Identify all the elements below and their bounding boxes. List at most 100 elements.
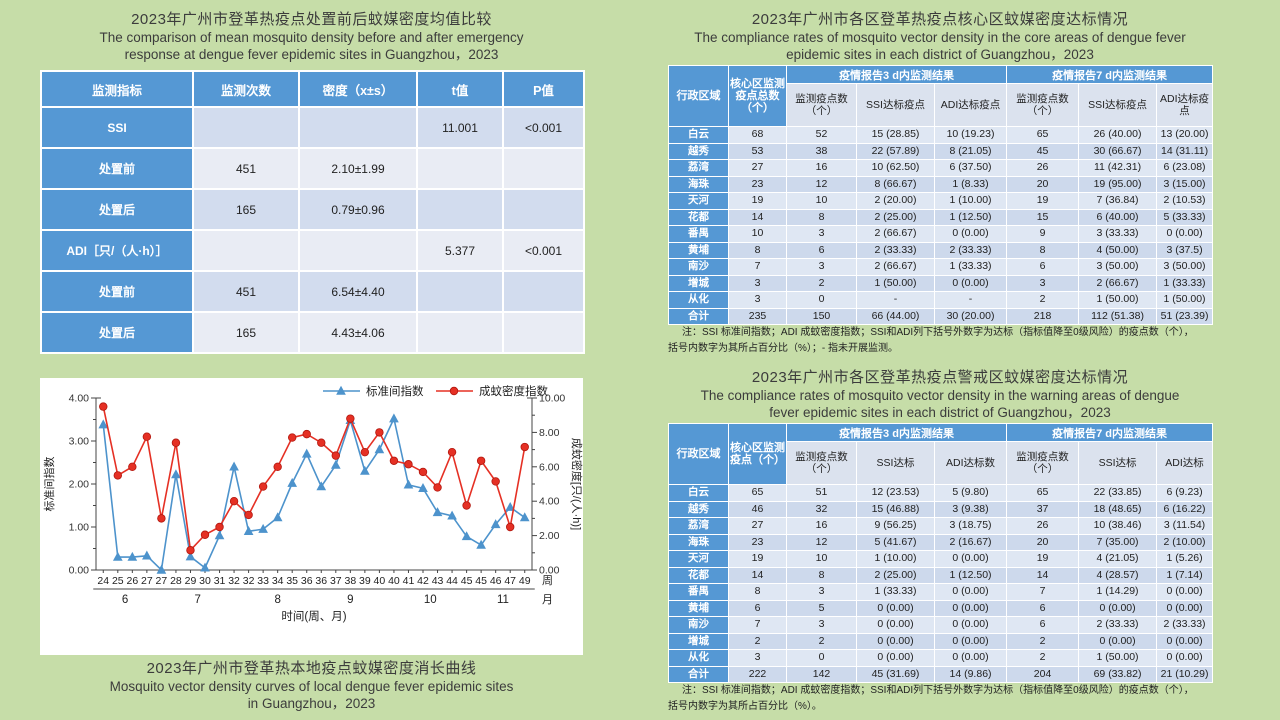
value-cell: 18 (48.65) (1078, 500, 1158, 518)
warning-table-note-line2: 括号内数字为其所占百分比（%）。 (668, 701, 822, 712)
value-cell: <0.001 (502, 229, 585, 272)
section-mean-comparison: 2023年广州市登革热疫点处置前后蚊媒密度均值比较 The comparison… (40, 10, 585, 354)
value-cell: 19 (1006, 192, 1080, 210)
svg-text:45: 45 (475, 575, 487, 587)
table-row: 合计 235 150 66 (44.00) 30 (20.00) 218 112 (51.3… (668, 307, 1214, 325)
svg-text:32: 32 (243, 575, 255, 587)
value-cell: 2 (786, 632, 857, 650)
chart-panel: 0.00 1.00 2.00 3.00 4.00 0.00 2.00 4.00 6.00 8.00… (40, 378, 584, 655)
value-cell: 451 (192, 270, 300, 313)
value-cell: 15 (46.88) (856, 500, 935, 518)
week-unit-label: 周 (542, 574, 553, 587)
value-cell: 150 (786, 307, 857, 325)
svg-text:36: 36 (301, 575, 313, 587)
value-cell: 6 (9.23) (1156, 484, 1214, 502)
value-cell: 2 (1006, 632, 1080, 650)
value-cell: 2 (66.67) (856, 258, 935, 276)
value-cell: 0 (0.00) (1078, 599, 1158, 617)
value-cell: 7 (36.84) (1078, 192, 1158, 210)
district-cell: 南沙 (668, 616, 729, 634)
svg-text:31: 31 (214, 575, 226, 587)
svg-text:0.00: 0.00 (69, 565, 90, 577)
value-cell: 16 (786, 159, 857, 177)
value-cell: 6 (728, 599, 787, 617)
core-sub-header-5: ADI达标疫点 (1156, 83, 1214, 127)
table-row: 从化 3 0- -2 1 (50.00) 1 (50.00) (668, 291, 1214, 309)
value-cell: 10 (62.50) (856, 159, 935, 177)
legend-adi-label: 成蚊密度指数 (479, 384, 548, 398)
value-cell: 8 (66.67) (856, 175, 935, 193)
value-cell: 14 (728, 566, 787, 584)
svg-text:30: 30 (199, 575, 211, 587)
value-cell: 0 (0.00) (1156, 649, 1214, 667)
value-cell: 19 (728, 192, 787, 210)
value-cell: 3 (11.54) (1156, 517, 1214, 535)
table-row: 黄埔 8 6 2 (33.33) 2 (33.33) 8 4 (50.00) 3 (37.5) (668, 241, 1214, 259)
core-table-note-line2: 括号内数字为其所占百分比（%）；- 指未开展监测。 (668, 343, 898, 354)
table-row: 南沙 7 3 2 (66.67) 1 (33.33) 6 3 (50.00) 3 (50.00… (668, 258, 1214, 276)
value-cell: 2 (786, 274, 857, 292)
value-cell: 218 (1006, 307, 1080, 325)
value-cell: 51 (23.39) (1156, 307, 1214, 325)
core-sub-header-4: SSI达标疫点 (1078, 83, 1158, 127)
series-adi-line (102, 406, 526, 552)
value-cell: 37 (1006, 500, 1080, 518)
value-cell: 30 (20.00) (933, 307, 1008, 325)
value-cell: 1 (5.26) (1156, 550, 1214, 568)
table-row: 处置后 165 0.79±0.96 (40, 188, 585, 231)
value-cell (192, 229, 300, 272)
district-cell: 番禺 (668, 583, 729, 601)
value-cell: 14 (728, 208, 787, 226)
chart-caption-en-2: in Guangzhou，2023 (247, 696, 376, 711)
value-cell: 0 (786, 649, 857, 667)
warning-table-title-cn: 2023年广州市各区登革热疫点警戒区蚊媒密度达标情况 (751, 369, 1129, 386)
value-cell: 5 (786, 599, 857, 617)
value-cell: 2 (33.33) (933, 241, 1008, 259)
value-cell (416, 311, 504, 354)
value-cell: 142 (786, 665, 857, 683)
value-cell: 1 (33.33) (856, 583, 935, 601)
value-cell: 0 (0.00) (933, 225, 1008, 243)
table-row: 白云 68 52 15 (28.85) 10 (19.23) 65 26 (40.00) 13… (668, 126, 1214, 144)
value-cell: 2.10±1.99 (298, 147, 418, 190)
value-cell: 222 (728, 665, 787, 683)
svg-text:8.00: 8.00 (539, 427, 560, 439)
value-cell: 10 (38.46) (1078, 517, 1158, 535)
value-cell: 52 (786, 126, 857, 144)
svg-text:39: 39 (359, 575, 371, 587)
value-cell: 38 (786, 142, 857, 160)
table-row: 花都 14 8 2 (25.00) 1 (12.50) 14 4 (28.57) 1 (7.1… (668, 566, 1214, 584)
value-cell: 21 (10.29) (1156, 665, 1214, 683)
table-row: 南沙 7 3 0 (0.00) 0 (0.00) 6 2 (33.33) 2 (33.33) (668, 616, 1214, 634)
table-row: 合计 222 142 45 (31.69) 14 (9.86) 204 69 (33.82)… (668, 665, 1214, 683)
value-cell: 2 (16.67) (933, 533, 1008, 551)
table-row: 番禺 8 3 1 (33.33) 0 (0.00) 7 1 (14.29) 0 (0.00) (668, 583, 1214, 601)
value-cell: 2 (66.67) (856, 225, 935, 243)
value-cell: 1 (12.50) (933, 208, 1008, 226)
value-cell: - (933, 291, 1008, 309)
chart-caption-cn: 2023年广州市登革热本地疫点蚊媒密度消长曲线 (146, 660, 477, 677)
value-cell: 9 (1006, 225, 1080, 243)
value-cell: 1 (10.00) (856, 550, 935, 568)
value-cell: 9 (56.25) (856, 517, 935, 535)
mean-table-header-1: 监测次数 (192, 70, 300, 108)
svg-text:24: 24 (97, 575, 109, 587)
district-cell: 荔湾 (668, 517, 729, 535)
core-header-region: 行政区域 (668, 65, 729, 127)
value-cell: 0 (0.00) (933, 649, 1008, 667)
svg-text:34: 34 (272, 575, 284, 587)
value-cell: 0 (0.00) (933, 550, 1008, 568)
value-cell: 14 (31.11) (1156, 142, 1214, 160)
svg-text:4.00: 4.00 (539, 496, 560, 508)
svg-text:41: 41 (403, 575, 415, 587)
x-axis-title: 时间(周、月) (281, 610, 346, 623)
value-cell: 2 (25.00) (856, 208, 935, 226)
value-cell: 2 (728, 632, 787, 650)
value-cell: 13 (20.00) (1156, 126, 1214, 144)
value-cell (502, 311, 585, 354)
y-axis-title-right: 成蚊密度[只/(人·h)] (570, 438, 583, 530)
district-cell: 增城 (668, 632, 729, 650)
value-cell: 6 (16.22) (1156, 500, 1214, 518)
table-row: 黄埔 6 5 0 (0.00) 0 (0.00) 6 0 (0.00) 0 (0.00) (668, 599, 1214, 617)
svg-text:42: 42 (417, 575, 429, 587)
